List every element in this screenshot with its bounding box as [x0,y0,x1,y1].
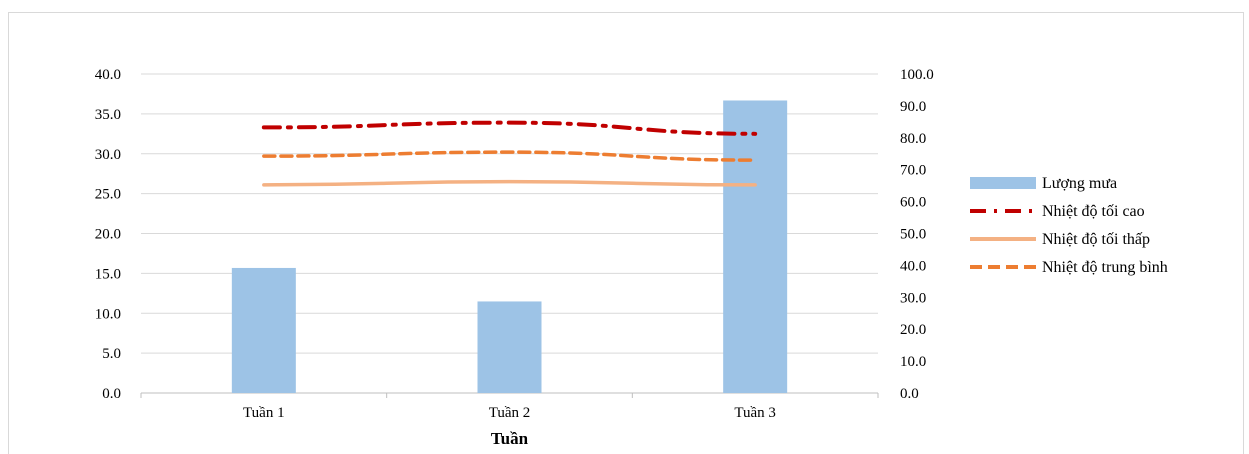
y-right-tick-label: 0.0 [900,386,919,402]
x-tick-label: Tuần 1 [243,405,285,421]
x-axis-title: Tuần [491,429,529,448]
y-right-tick-label: 30.0 [900,290,926,306]
y-left-tick-label: 20.0 [95,227,121,243]
legend-label: Nhiệt độ trung bình [1042,259,1168,276]
series-line [262,150,757,162]
series-line [262,179,757,187]
legend-swatch [970,177,1036,189]
y-right-tick-label: 40.0 [900,258,926,274]
bar [723,100,788,394]
series-line [261,120,758,136]
x-tick-label: Tuần 3 [734,405,776,421]
y-right-tick-label: 50.0 [900,227,926,243]
legend-label: Nhiệt độ tối cao [1042,203,1145,220]
y-right-tick-label: 100.0 [900,67,934,83]
y-left-tick-label: 35.0 [95,107,121,123]
y-right-tick-label: 20.0 [900,322,926,338]
y-left-tick-label: 5.0 [102,346,121,362]
bar [231,267,296,393]
legend-label: Lượng mưa [1042,175,1117,192]
x-tick-label: Tuần 2 [489,405,531,421]
y-left-tick-label: 25.0 [95,187,121,203]
y-right-tick-label: 10.0 [900,354,926,370]
y-left-tick-label: 30.0 [95,147,121,163]
y-left-tick-label: 0.0 [102,386,121,402]
y-right-tick-label: 90.0 [900,99,926,115]
bar [477,301,542,393]
y-right-tick-label: 60.0 [900,195,926,211]
y-right-tick-label: 70.0 [900,163,926,179]
legend-label: Nhiệt độ tối thấp [1042,231,1150,248]
y-left-tick-label: 10.0 [95,306,121,322]
y-left-tick-label: 15.0 [95,266,121,282]
y-left-tick-label: 40.0 [95,67,121,83]
y-right-tick-label: 80.0 [900,131,926,147]
